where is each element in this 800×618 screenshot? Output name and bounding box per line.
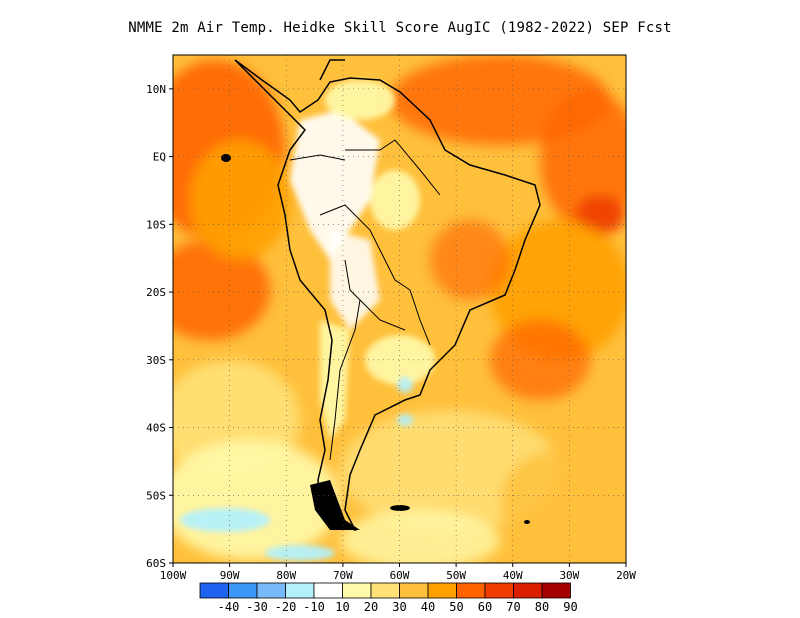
lon-tick-label: 90W [220, 569, 240, 582]
colorbar-labels: -40 -30 -20 -10 10 20 30 40 50 60 70 80 90 [218, 600, 578, 614]
lon-tick-label: 50W [446, 569, 466, 582]
lat-tick-label: 50S [146, 489, 166, 502]
lat-tick-label: 60S [146, 557, 166, 570]
colorbar-swatch [256, 582, 286, 599]
longitude-axis: 100W 90W 80W 70W 60W 50W 40W 30W 20W [160, 563, 636, 582]
colorbar-swatch [313, 582, 343, 599]
lon-tick-label: 60W [390, 569, 410, 582]
latitude-axis: 10N EQ 10S 20S 30S 40S 50S 60S [146, 83, 173, 570]
south-america-coastline [234, 59, 541, 532]
colorbar-swatch [427, 582, 457, 599]
lon-tick-label: 40W [503, 569, 523, 582]
colorbar-swatch [342, 582, 372, 599]
skill-score-field [173, 55, 626, 563]
lat-tick-label: 30S [146, 354, 166, 367]
lon-tick-label: 70W [333, 569, 353, 582]
colorbar-swatch [513, 582, 543, 599]
colorbar [199, 582, 571, 599]
colorbar-label: 50 [449, 600, 463, 614]
colorbar-label: 70 [506, 600, 520, 614]
colorbar-swatch [456, 582, 486, 599]
lat-tick-label: 10N [146, 83, 166, 96]
colorbar-label: 10 [335, 600, 349, 614]
colorbar-swatch [199, 582, 229, 599]
colorbar-label: 60 [478, 600, 492, 614]
colorbar-swatch [484, 582, 514, 599]
gridlines [173, 55, 626, 563]
lon-tick-label: 100W [160, 569, 187, 582]
colorbar-label: -40 [218, 600, 240, 614]
colorbar-label: 20 [364, 600, 378, 614]
colorbar-label: 40 [421, 600, 435, 614]
colorbar-swatch [541, 582, 571, 599]
lat-tick-label: 40S [146, 422, 166, 435]
chart-title: NMME 2m Air Temp. Heidke Skill Score Aug… [128, 20, 672, 36]
lat-tick-label: EQ [153, 151, 166, 164]
lat-tick-label: 10S [146, 218, 166, 231]
lat-tick-label: 20S [146, 286, 166, 299]
colorbar-swatch [228, 582, 258, 599]
islands [221, 154, 530, 530]
colorbar-label: -30 [246, 600, 268, 614]
colorbar-swatch [399, 582, 429, 599]
colorbar-label: 90 [563, 600, 577, 614]
lon-tick-label: 30W [559, 569, 579, 582]
colorbar-swatch [370, 582, 400, 599]
colorbar-swatch [285, 582, 315, 599]
lon-tick-label: 20W [616, 569, 636, 582]
colorbar-label: 30 [392, 600, 406, 614]
lon-tick-label: 80W [276, 569, 296, 582]
colorbar-label: -10 [303, 600, 325, 614]
colorbar-label: 80 [535, 600, 549, 614]
colorbar-label: -20 [275, 600, 297, 614]
